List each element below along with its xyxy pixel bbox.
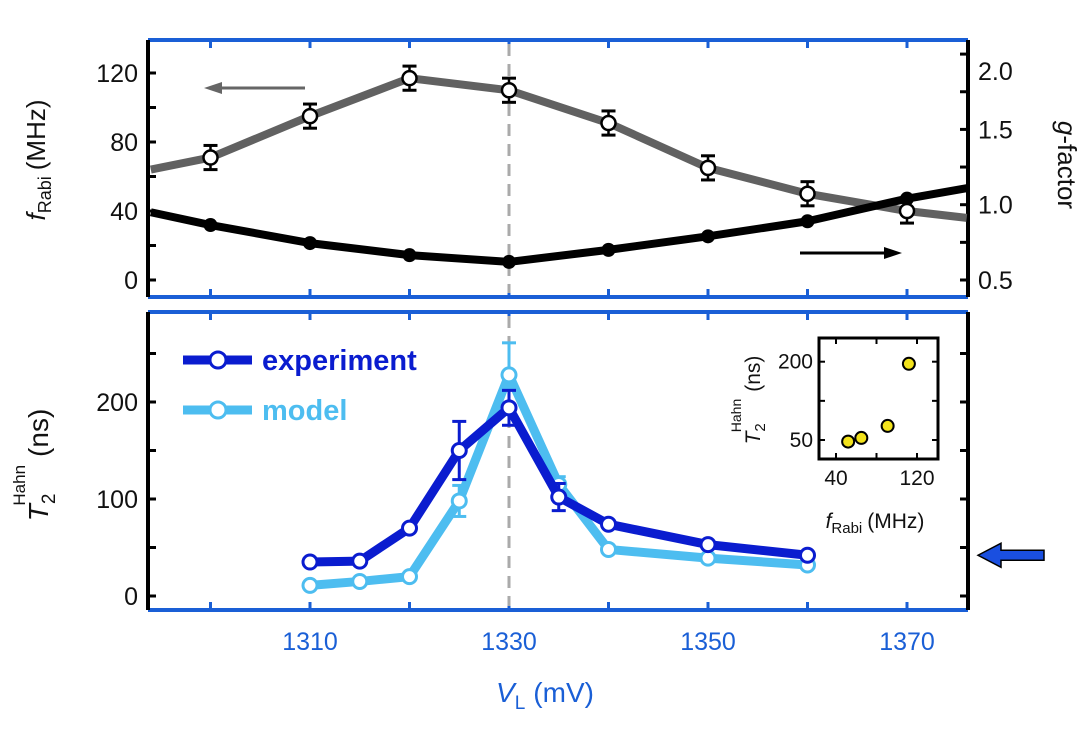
y-tick-label-left: 40: [110, 198, 138, 226]
inset-ylabel: T2Hahn(ns): [728, 356, 769, 445]
experiment-point: [699, 536, 717, 554]
legend: experiment model: [183, 345, 417, 427]
y-tick-label-left: 0: [124, 267, 138, 295]
inset-xlabel: fRabi (MHz): [826, 510, 925, 537]
left-axis-arrow-head: [204, 82, 222, 94]
experiment-point: [500, 399, 518, 417]
inset-y-tick-label: 50: [790, 429, 813, 452]
model-point: [600, 540, 617, 558]
model-point: [500, 366, 518, 384]
inset-point: [854, 430, 869, 445]
y-tick-label: 200: [96, 389, 138, 417]
x-axis-label: VL (mV): [496, 677, 594, 714]
rabi-frequency-point: [401, 69, 418, 87]
y-tick-label-right: 1.0: [978, 192, 1013, 220]
legend-label-model: model: [262, 395, 347, 427]
model-point: [401, 568, 418, 586]
experiment-point: [351, 552, 369, 570]
rabi-frequency-point: [699, 159, 717, 177]
experiment-point: [401, 519, 418, 537]
model-point: [699, 549, 717, 567]
inset-point: [901, 356, 916, 371]
y-tick-label: 0: [124, 583, 138, 611]
y-tick-label-left: 80: [110, 129, 138, 157]
model-point: [450, 492, 468, 510]
rabi-frequency-point: [301, 107, 319, 125]
x-tick-label: 1370: [879, 628, 935, 656]
inset-point: [841, 434, 856, 449]
g-factor-point: [203, 218, 218, 233]
inset-point: [880, 418, 895, 433]
chart-marks: 1310 1330 1350 1370 0 40 80 120 0.5 1.0 1.5 2.0 0 100…: [96, 38, 1045, 656]
g-factor-point: [402, 248, 417, 263]
experiment-point: [799, 546, 816, 564]
x-tick-label: 1310: [282, 628, 338, 656]
g-factor-line: [149, 184, 968, 266]
experiment-point: [600, 515, 617, 533]
rabi-frequency-point: [600, 114, 617, 132]
experiment-point: [550, 488, 568, 506]
rabi-frequency-point: [500, 82, 518, 99]
legend-item-model: model: [183, 395, 347, 427]
model-point: [301, 576, 319, 594]
rabi-frequency-point: [799, 185, 816, 202]
experiment-point: [450, 442, 468, 459]
y-tick-label-right: 2.0: [978, 58, 1013, 86]
model-point: [351, 572, 369, 590]
inset-y-tick-label: 200: [778, 351, 813, 374]
right-axis-arrow-head: [884, 247, 902, 259]
rabi-frequency-point: [898, 202, 916, 220]
g-factor-point: [601, 242, 616, 257]
g-factor-point: [701, 229, 715, 244]
bottom-ylabel: T2Hahn(ns): [10, 409, 60, 522]
experiment-point: [301, 553, 319, 571]
inset-x-tick-label: 120: [899, 467, 934, 490]
g-factor-point: [303, 236, 317, 251]
top-left-ylabel: fRabi(MHz): [21, 99, 55, 220]
g-factor-point: [502, 254, 516, 269]
top-right-ylabel: g-factor: [1052, 121, 1082, 209]
rabi-frequency-line: [150, 74, 968, 222]
g-factor-point: [800, 214, 815, 229]
inset-x-tick-label: 40: [824, 467, 847, 490]
legend-label-experiment: experiment: [262, 345, 417, 377]
x-tick-label: 1330: [481, 628, 537, 656]
legend-item-experiment: experiment: [183, 345, 417, 377]
y-tick-label: 100: [96, 486, 138, 514]
rabi-frequency-point: [202, 149, 219, 166]
y-tick-label-right: 1.5: [978, 116, 1013, 144]
y-tick-label-right: 0.5: [978, 267, 1013, 295]
y-tick-label-left: 120: [96, 60, 138, 88]
blue-arrow-icon: [976, 542, 1045, 569]
x-tick-label: 1350: [680, 628, 736, 656]
inset-frame: [817, 336, 940, 461]
